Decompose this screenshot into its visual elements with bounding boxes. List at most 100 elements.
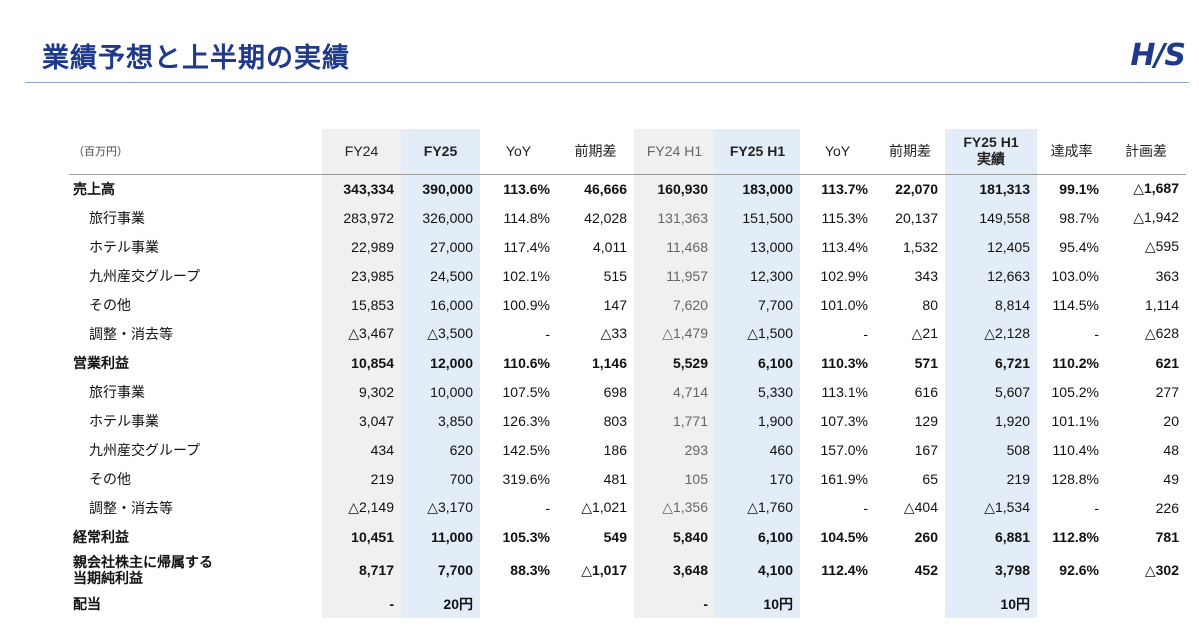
table-row: 旅行事業 283,972 326,000 114.8% 42,028 131,363 151… <box>69 203 1186 232</box>
table-cell: 5,840 <box>634 522 715 551</box>
table-cell: 181,313 <box>945 174 1037 203</box>
table-cell: 110.6% <box>503 354 550 371</box>
table-cell: - <box>322 589 401 618</box>
table-cell: 101.0% <box>820 296 868 313</box>
table-cell: 102.1% <box>502 267 550 284</box>
title-divider <box>25 82 1189 83</box>
table-cell: △302 <box>1144 561 1179 578</box>
table-row: 配当 -20円 -10円 10円 <box>69 589 1186 618</box>
row-label: 配当 <box>73 595 101 612</box>
column-header: YoY <box>505 142 532 159</box>
table-cell: 103.0% <box>1051 267 1099 284</box>
table-cell: 170 <box>715 464 800 493</box>
row-label: 旅行事業 <box>89 209 145 226</box>
table-cell: 160,930 <box>634 174 715 203</box>
table-cell: △3,500 <box>401 319 480 348</box>
table-cell: 113.6% <box>503 180 550 197</box>
table-cell: 22,070 <box>895 180 938 197</box>
table-row: ホテル事業 22,989 27,000 117.4% 4,011 11,468 13,000… <box>69 232 1186 261</box>
table-cell: 1,532 <box>902 238 938 255</box>
table-row: 売上高 343,334 390,000 113.6% 46,666 160,930 183,… <box>69 174 1186 203</box>
table-cell: 326,000 <box>401 203 480 232</box>
row-label: 九州産交グループ <box>89 267 201 284</box>
table-cell: 1,146 <box>591 354 627 371</box>
table-cell: 98.7% <box>1059 209 1099 226</box>
table-cell: 10円 <box>715 589 800 618</box>
table-row: 調整・消去等 △2,149 △3,170 - △1,021 △1,356 △1,760 - △4… <box>69 493 1186 522</box>
table-cell: 11,468 <box>634 232 715 261</box>
table-cell: 104.5% <box>820 528 868 545</box>
table-cell: 508 <box>945 435 1037 464</box>
column-header: FY25 H1 実績 <box>945 129 1037 174</box>
table-cell: 3,850 <box>401 406 480 435</box>
table-cell: 698 <box>603 383 627 400</box>
table-cell: 277 <box>1155 383 1179 400</box>
table-row: その他 219 700 319.6% 481 105 170 161.9% 65 219 128.8… <box>69 464 1186 493</box>
table-cell: 49 <box>1163 470 1179 487</box>
table-cell: △33 <box>600 325 627 341</box>
table-cell: 9,302 <box>322 377 401 406</box>
table-cell: - <box>1094 499 1099 516</box>
table-cell: 183,000 <box>715 174 800 203</box>
table-cell: 110.3% <box>821 354 868 371</box>
table-cell: 157.0% <box>820 441 868 458</box>
table-cell: 343 <box>914 267 938 284</box>
table-cell: 226 <box>1155 499 1179 516</box>
table-cell: 105.2% <box>1051 383 1099 400</box>
column-header: YoY <box>824 142 851 159</box>
table-cell: 3,047 <box>322 406 401 435</box>
table-cell: - <box>545 499 550 516</box>
table-cell: 20円 <box>401 589 480 618</box>
table-cell: 15,853 <box>322 290 401 319</box>
table-cell: 105.3% <box>502 528 550 545</box>
row-label: 営業利益 <box>73 354 129 371</box>
table-cell: - <box>863 499 868 516</box>
table-cell: 128.8% <box>1051 470 1099 487</box>
table-row: 親会社株主に帰属する 当期純利益 8,717 7,700 88.3% △1,017 3,64… <box>69 551 1186 589</box>
table-cell: 12,000 <box>401 348 480 377</box>
table-cell: 1,900 <box>715 406 800 435</box>
table-cell: 363 <box>1155 267 1179 284</box>
table-cell: 101.1% <box>1051 412 1099 429</box>
table-cell: 88.3% <box>510 562 550 578</box>
table-cell: 129 <box>914 412 938 429</box>
table-cell: 616 <box>914 383 938 400</box>
table-cell: 92.6% <box>1059 562 1099 578</box>
table-cell: 80 <box>922 296 938 313</box>
table-row: 旅行事業 9,302 10,000 107.5% 698 4,714 5,330 113.1%… <box>69 377 1186 406</box>
table-cell: - <box>863 325 868 342</box>
table-cell: 5,529 <box>634 348 715 377</box>
column-header: FY25 H1 <box>715 129 800 174</box>
table-cell: 6,100 <box>715 348 800 377</box>
table-cell: 1,114 <box>1145 296 1179 313</box>
table-cell: 42,028 <box>584 209 627 226</box>
table-cell: 110.4% <box>1052 441 1099 458</box>
column-header: 達成率 <box>1050 142 1093 159</box>
earnings-table: （百万円） FY24 FY25 YoY 前期差 FY24 H1 FY25 H1 YoY 前期差… <box>69 129 1186 618</box>
table-cell: 117.4% <box>503 238 550 255</box>
row-label: 九州産交グループ <box>89 441 201 458</box>
table-cell: - <box>545 325 550 342</box>
table-cell: 8,717 <box>322 551 401 589</box>
table-row: その他 15,853 16,000 100.9% 147 7,620 7,700 101.0%… <box>69 290 1186 319</box>
table-cell: 10円 <box>945 589 1037 618</box>
table-cell: 10,451 <box>322 522 401 551</box>
table-cell: 23,985 <box>322 261 401 290</box>
table-row: 調整・消去等 △3,467 △3,500 - △33 △1,479 △1,500 - △21 △2… <box>69 319 1186 348</box>
table-row: 九州産交グループ 23,985 24,500 102.1% 515 11,957 12,30… <box>69 261 1186 290</box>
table-cell: 6,100 <box>715 522 800 551</box>
row-label: 調整・消去等 <box>89 499 173 516</box>
table-cell: 293 <box>634 435 715 464</box>
table-cell: 151,500 <box>715 203 800 232</box>
table-cell: △3,170 <box>401 493 480 522</box>
table-cell: 1,920 <box>945 406 1037 435</box>
table-cell: 11,957 <box>634 261 715 290</box>
table-cell: 16,000 <box>401 290 480 319</box>
table-cell <box>875 589 945 618</box>
table-cell: 167 <box>914 441 938 458</box>
table-cell: 700 <box>401 464 480 493</box>
table-cell: 114.8% <box>503 209 550 226</box>
table-cell: 110.2% <box>1052 354 1099 371</box>
table-cell: 27,000 <box>401 232 480 261</box>
table-cell: 46,666 <box>584 180 627 197</box>
